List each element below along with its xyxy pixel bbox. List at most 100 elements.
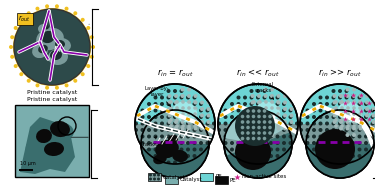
Circle shape xyxy=(325,108,329,112)
Circle shape xyxy=(257,114,261,118)
Circle shape xyxy=(345,89,348,93)
Ellipse shape xyxy=(251,113,276,123)
Circle shape xyxy=(268,120,272,124)
Circle shape xyxy=(181,106,185,110)
Circle shape xyxy=(199,128,203,132)
Circle shape xyxy=(268,115,272,118)
Circle shape xyxy=(276,122,279,125)
Circle shape xyxy=(257,115,261,118)
Circle shape xyxy=(200,94,204,98)
Circle shape xyxy=(241,126,244,129)
Circle shape xyxy=(160,154,164,158)
Circle shape xyxy=(270,100,274,104)
Circle shape xyxy=(149,174,152,177)
Circle shape xyxy=(345,108,348,112)
Circle shape xyxy=(252,109,255,113)
Point xyxy=(358,101,364,105)
Circle shape xyxy=(160,102,164,106)
Circle shape xyxy=(262,122,267,125)
Circle shape xyxy=(180,108,183,112)
Wedge shape xyxy=(218,124,298,164)
Circle shape xyxy=(346,124,350,128)
Circle shape xyxy=(332,141,336,145)
Circle shape xyxy=(186,102,190,106)
Circle shape xyxy=(187,100,191,104)
Circle shape xyxy=(282,154,286,158)
Circle shape xyxy=(270,133,274,137)
FancyBboxPatch shape xyxy=(19,169,33,171)
Circle shape xyxy=(168,114,171,118)
Circle shape xyxy=(256,89,260,93)
Circle shape xyxy=(187,112,191,116)
Circle shape xyxy=(192,128,196,132)
Circle shape xyxy=(357,160,362,164)
Circle shape xyxy=(262,154,267,158)
Circle shape xyxy=(365,120,369,124)
Circle shape xyxy=(345,94,350,98)
Circle shape xyxy=(194,94,198,98)
Circle shape xyxy=(258,112,262,116)
Circle shape xyxy=(351,115,355,119)
Circle shape xyxy=(180,114,184,118)
Circle shape xyxy=(246,120,250,124)
Circle shape xyxy=(173,128,177,132)
Circle shape xyxy=(168,120,171,124)
Circle shape xyxy=(135,84,215,164)
Circle shape xyxy=(318,122,322,125)
Circle shape xyxy=(257,120,261,124)
Circle shape xyxy=(237,122,240,125)
Circle shape xyxy=(153,95,158,99)
Circle shape xyxy=(264,100,268,104)
Circle shape xyxy=(312,147,316,152)
Circle shape xyxy=(230,135,234,139)
Circle shape xyxy=(372,114,375,118)
Point xyxy=(358,94,364,97)
Circle shape xyxy=(339,126,343,130)
Text: Layer-by-
layer: Layer-by- layer xyxy=(145,86,171,106)
Circle shape xyxy=(264,114,267,118)
Circle shape xyxy=(276,118,280,122)
Circle shape xyxy=(345,107,350,111)
Circle shape xyxy=(346,112,350,116)
Circle shape xyxy=(241,120,244,124)
Circle shape xyxy=(358,101,363,105)
Circle shape xyxy=(237,95,240,99)
Circle shape xyxy=(345,135,348,139)
Circle shape xyxy=(352,101,356,105)
Circle shape xyxy=(276,95,279,99)
Circle shape xyxy=(186,108,190,112)
Circle shape xyxy=(180,115,183,119)
Circle shape xyxy=(86,26,90,30)
Circle shape xyxy=(166,160,171,164)
Circle shape xyxy=(264,112,268,116)
Ellipse shape xyxy=(54,123,74,139)
Circle shape xyxy=(370,147,375,152)
Circle shape xyxy=(241,131,244,135)
Circle shape xyxy=(357,95,362,99)
Circle shape xyxy=(251,94,255,98)
Circle shape xyxy=(230,122,234,125)
Circle shape xyxy=(325,115,329,119)
Circle shape xyxy=(134,135,138,139)
Circle shape xyxy=(147,154,151,158)
Circle shape xyxy=(283,101,287,105)
Point xyxy=(350,109,356,112)
Circle shape xyxy=(187,88,191,91)
Circle shape xyxy=(237,115,240,119)
Circle shape xyxy=(334,118,338,122)
Circle shape xyxy=(187,107,191,111)
Circle shape xyxy=(276,114,280,118)
Circle shape xyxy=(263,120,266,124)
Circle shape xyxy=(257,131,261,135)
Circle shape xyxy=(340,118,344,122)
Circle shape xyxy=(264,88,267,91)
Circle shape xyxy=(235,134,271,170)
Point xyxy=(350,94,356,97)
Circle shape xyxy=(365,94,369,98)
Circle shape xyxy=(192,108,196,112)
Circle shape xyxy=(332,115,336,119)
Circle shape xyxy=(86,64,90,68)
Ellipse shape xyxy=(53,38,71,52)
Circle shape xyxy=(339,114,343,118)
Circle shape xyxy=(199,122,203,125)
